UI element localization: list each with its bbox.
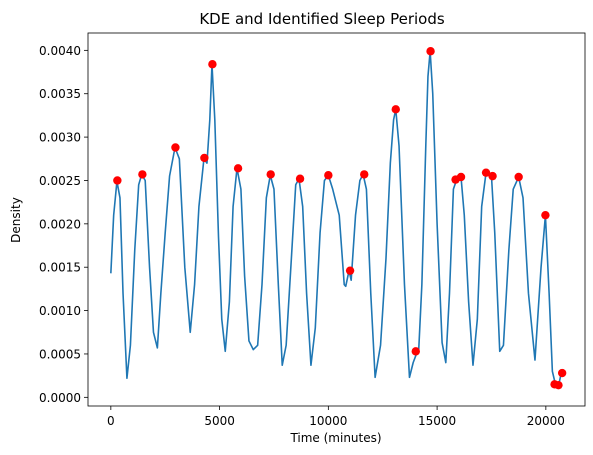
x-tick-label: 5000 xyxy=(204,414,235,428)
y-tick-label: 0.0000 xyxy=(39,391,81,405)
sleep-period-point xyxy=(558,369,566,377)
y-tick-label: 0.0025 xyxy=(39,174,81,188)
kde-line xyxy=(111,51,561,386)
y-tick-label: 0.0010 xyxy=(39,304,81,318)
y-tick-label: 0.0005 xyxy=(39,347,81,361)
x-axis-label: Time (minutes) xyxy=(289,431,381,445)
y-tick-label: 0.0035 xyxy=(39,87,81,101)
sleep-period-point xyxy=(412,347,420,355)
x-tick-label: 15000 xyxy=(418,414,456,428)
sleep-period-point xyxy=(488,172,496,180)
sleep-period-point xyxy=(360,170,368,178)
x-tick-label: 0 xyxy=(107,414,115,428)
y-tick-label: 0.0030 xyxy=(39,131,81,145)
sleep-period-point xyxy=(324,171,332,179)
y-tick-label: 0.0040 xyxy=(39,44,81,58)
plot-area xyxy=(111,47,567,389)
sleep-period-point xyxy=(200,154,208,162)
sleep-period-point xyxy=(541,211,549,219)
y-axis-ticks: 0.0000 0.0005 0.0010 0.0015 0.0020 0.0025 0.00… xyxy=(39,44,88,405)
sleep-period-point xyxy=(234,164,242,172)
y-axis-label: Density xyxy=(9,197,23,243)
y-tick-label: 0.0020 xyxy=(39,217,81,231)
sleep-period-point xyxy=(267,170,275,178)
sleep-period-point xyxy=(296,175,304,183)
sleep-period-point xyxy=(457,173,465,181)
sleep-period-point xyxy=(208,60,216,68)
sleep-period-point xyxy=(392,105,400,113)
x-tick-label: 10000 xyxy=(309,414,347,428)
chart-title: KDE and Identified Sleep Periods xyxy=(199,10,445,28)
kde-line-series xyxy=(111,51,561,386)
sleep-period-point xyxy=(138,170,146,178)
sleep-period-point xyxy=(113,176,121,184)
sleep-period-point xyxy=(514,173,522,181)
x-tick-label: 20000 xyxy=(527,414,565,428)
x-axis-ticks: 0 5000 10000 15000 20000 xyxy=(107,406,565,428)
sleep-period-point xyxy=(554,381,562,389)
sleep-period-point xyxy=(346,266,354,274)
sleep-period-point xyxy=(171,143,179,151)
y-tick-label: 0.0015 xyxy=(39,261,81,275)
sleep-period-point xyxy=(426,47,434,55)
